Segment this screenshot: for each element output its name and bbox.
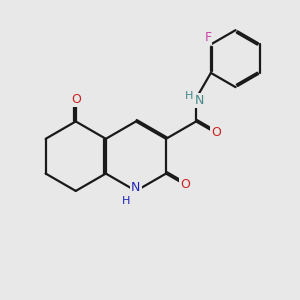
Text: H: H xyxy=(184,91,193,101)
Text: O: O xyxy=(71,93,81,106)
Text: O: O xyxy=(211,126,221,140)
Text: N: N xyxy=(194,94,204,107)
Text: N: N xyxy=(131,182,141,194)
Text: F: F xyxy=(204,31,211,44)
Text: H: H xyxy=(122,196,131,206)
Text: O: O xyxy=(180,178,190,191)
